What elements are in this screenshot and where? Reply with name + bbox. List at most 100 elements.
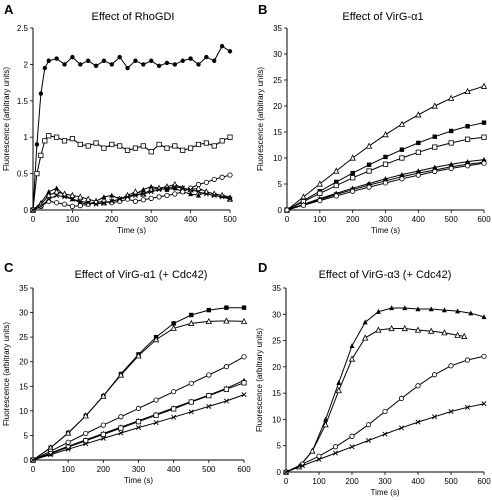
panel-c: C Effect of VirG-α1 (+ Cdc42) 0 5 10 15 20 25… [2, 260, 251, 485]
data-point [448, 140, 454, 146]
data-point [69, 203, 76, 209]
data-point [93, 201, 99, 207]
data-point [322, 421, 329, 428]
x-tick-label: 0 [284, 477, 289, 486]
data-point [118, 414, 124, 420]
data-point [414, 326, 422, 333]
data-point [348, 355, 356, 362]
data-point [455, 308, 461, 314]
y-tick-label: 20 [19, 358, 28, 367]
x-tick-label: 200 [345, 477, 359, 486]
x-tick-label: 400 [184, 215, 198, 224]
x-tick-label: 0 [285, 215, 290, 224]
y-tick-label: 25 [19, 333, 28, 342]
data-point [188, 56, 193, 61]
data-point [61, 190, 68, 197]
data-point [188, 399, 194, 405]
data-point [349, 444, 355, 450]
data-point [153, 412, 159, 418]
x-tick-label: 500 [223, 215, 237, 224]
data-point [82, 412, 89, 419]
data-point [100, 422, 106, 428]
panel-letter: A [4, 2, 14, 17]
data-point [382, 161, 389, 167]
data-point [389, 305, 395, 311]
data-point [133, 58, 138, 63]
y-tick-label: 35 [272, 284, 281, 293]
data-point [241, 380, 247, 386]
data-point [350, 175, 356, 181]
series [284, 160, 487, 213]
data-point [350, 170, 355, 176]
data-point [54, 134, 60, 140]
data-point [241, 305, 247, 310]
data-point [156, 187, 162, 193]
data-point [132, 145, 139, 151]
data-point [34, 170, 40, 177]
data-point [362, 319, 368, 325]
y-tick-label: 10 [273, 154, 282, 163]
y-tick-label: 5 [278, 180, 283, 189]
data-point [401, 324, 408, 332]
data-point [69, 196, 75, 202]
data-point [195, 181, 202, 188]
y-axis-label: Fluorescence (arbitrary units) [2, 67, 11, 171]
x-tick-label: 300 [145, 215, 159, 224]
data-point [69, 191, 76, 199]
data-point [195, 192, 201, 198]
data-point [206, 403, 212, 409]
x-tick-label: 300 [132, 465, 146, 474]
data-point [227, 49, 233, 54]
data-point [317, 190, 323, 196]
data-point [109, 192, 115, 198]
y-tick-label: 20 [272, 363, 281, 372]
data-point [125, 194, 131, 200]
data-point [334, 179, 339, 185]
data-point [203, 191, 209, 197]
data-point [135, 425, 142, 431]
data-point [365, 142, 373, 149]
data-point [375, 326, 382, 333]
data-point [109, 141, 115, 148]
y-tick-label: 10 [272, 415, 281, 424]
data-point [206, 372, 212, 378]
data-point [125, 65, 130, 71]
data-point [77, 141, 83, 148]
data-point [85, 58, 91, 63]
series [30, 184, 233, 213]
y-tick-label: 0 [277, 468, 282, 477]
data-point [62, 194, 68, 200]
data-point [448, 128, 454, 134]
data-point [46, 196, 52, 202]
data-point [172, 185, 178, 191]
data-point [148, 149, 154, 155]
data-point [316, 180, 323, 187]
chart-title: Effect of VirG-α3 (+ Cdc42) [319, 269, 452, 281]
data-point [100, 431, 106, 438]
data-point [399, 147, 405, 152]
data-point [124, 147, 131, 153]
data-point [100, 435, 106, 441]
data-point [54, 185, 60, 191]
data-point [109, 62, 115, 67]
data-point [164, 186, 170, 192]
series-line [32, 307, 244, 461]
data-point [85, 143, 91, 149]
data-point [241, 354, 247, 360]
data-point [65, 446, 71, 452]
data-point [465, 124, 470, 129]
data-point [61, 201, 68, 207]
data-point [333, 182, 339, 189]
y-axis-label: Fluorescence (arbitrary units) [256, 67, 265, 171]
y-tick-label: 5 [277, 442, 282, 451]
data-point [468, 310, 474, 316]
series [30, 392, 247, 463]
panel-letter: B [258, 2, 267, 17]
data-point [333, 167, 340, 174]
data-point [382, 408, 388, 415]
data-point [188, 319, 195, 326]
data-point [415, 383, 421, 389]
data-point [464, 136, 471, 142]
data-point [219, 44, 225, 49]
chart-title: Effect of VirG-α1 (+ Cdc42) [75, 269, 208, 281]
